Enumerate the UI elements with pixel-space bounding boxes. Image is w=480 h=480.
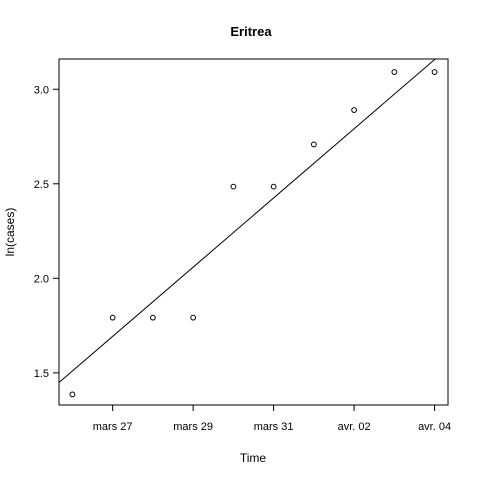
- y-tick-label: 3.0: [34, 84, 49, 96]
- data-point: [69, 391, 76, 398]
- data-point: [149, 314, 156, 321]
- y-tick-label: 2.5: [34, 179, 49, 191]
- x-tick-label: avr. 02: [338, 421, 371, 433]
- y-tick-label: 2.0: [34, 273, 49, 285]
- data-point: [310, 141, 317, 148]
- x-tick-label: mars 31: [254, 421, 294, 433]
- x-tick-label: avr. 04: [418, 421, 451, 433]
- plot-frame: [58, 58, 449, 406]
- data-points: [69, 69, 438, 398]
- x-axis-label: Time: [240, 451, 267, 465]
- data-point: [190, 314, 197, 321]
- data-point: [351, 107, 358, 113]
- x-axis: mars 27 mars 29 mars 31 avr. 02 avr. 04: [93, 405, 451, 433]
- data-point: [230, 183, 237, 190]
- data-point: [391, 69, 398, 75]
- y-tick-label: 1.5: [34, 368, 49, 380]
- y-axis: 1.5 2.0 2.5 3.0: [34, 84, 59, 380]
- data-point: [270, 183, 277, 190]
- regression-line: [58, 58, 436, 383]
- x-tick-label: mars 29: [173, 421, 213, 433]
- x-tick-label: mars 27: [93, 421, 133, 433]
- y-axis-label: ln(cases): [3, 208, 17, 257]
- data-point: [109, 314, 116, 321]
- data-point: [431, 69, 438, 75]
- chart-title: Eritrea: [230, 24, 272, 39]
